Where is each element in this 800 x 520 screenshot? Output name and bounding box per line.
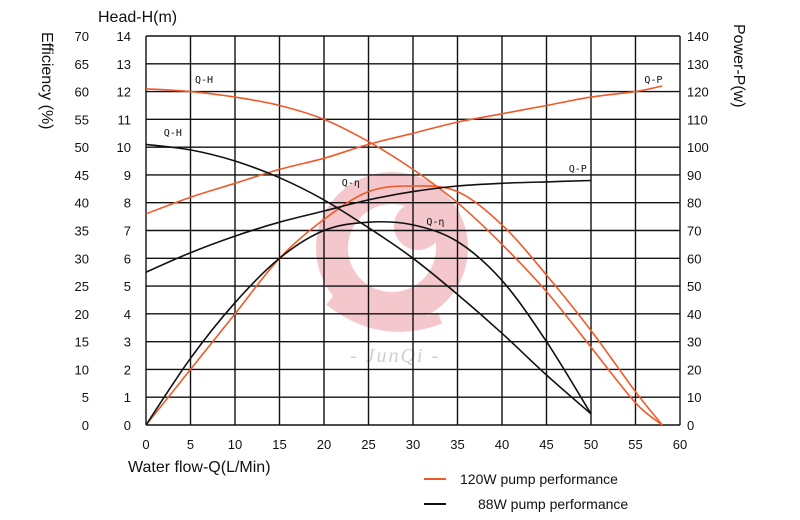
efficiency-tick-label: 20 — [75, 307, 89, 322]
efficiency-tick-label: 40 — [75, 196, 89, 211]
water-flow-axis-title: Water flow-Q(L/Min) — [128, 459, 271, 476]
chart-grid — [145, 35, 681, 426]
efficiency-axis-title: Efficiency (%) — [38, 32, 55, 130]
x-tick-label: 10 — [228, 437, 242, 452]
efficiency-tick-label: 30 — [75, 251, 89, 266]
120w-q-h-curve — [145, 88, 663, 426]
x-tick-label: 20 — [317, 437, 331, 452]
power-tick-label: 10 — [687, 390, 701, 405]
efficiency-tick-label: 0 — [82, 418, 89, 433]
head-tick-label: 0 — [124, 418, 131, 433]
curve-label: Q-P — [644, 75, 662, 86]
head-tick-label: 8 — [124, 196, 131, 211]
x-tick-label: 45 — [539, 437, 553, 452]
88w-q-h-curve — [145, 143, 592, 415]
axis-ticks: 0 5 10 15 20 25 30 35 40 45 50 55 600510152025303540… — [75, 29, 709, 452]
efficiency-tick-label: 45 — [75, 168, 89, 183]
head-tick-label: 11 — [118, 112, 132, 127]
120w-q-p-curve — [145, 85, 663, 215]
head-tick-label: 7 — [124, 224, 131, 239]
power-tick-label: 50 — [687, 279, 701, 294]
power-tick-label: 130 — [687, 57, 709, 72]
head-tick-label: 2 — [124, 362, 131, 377]
legend-label-120w: 120W pump performance — [460, 471, 618, 487]
efficiency-tick-label: 70 — [75, 29, 89, 44]
performance-curves — [145, 85, 663, 426]
x-tick-label: 35 — [450, 437, 464, 452]
power-tick-label: 20 — [687, 362, 701, 377]
x-tick-label: 40 — [495, 437, 509, 452]
x-tick-label: 30 — [406, 437, 420, 452]
power-tick-label: 110 — [687, 112, 708, 127]
x-tick-label: 50 — [584, 437, 598, 452]
head-tick-label: 4 — [124, 307, 131, 322]
88w-q-eta-curve — [145, 220, 592, 426]
power-tick-label: 0 — [687, 418, 694, 433]
watermark-tail — [326, 295, 443, 332]
head-tick-label: 5 — [124, 279, 131, 294]
head-tick-label: 3 — [124, 335, 131, 350]
junqi-watermark-logo: - JunQi - — [316, 172, 468, 367]
head-tick-label: 10 — [117, 140, 131, 155]
head-tick-label: 1 — [124, 390, 131, 405]
power-tick-label: 90 — [687, 168, 701, 183]
x-tick-label: 15 — [272, 437, 286, 452]
curve-labels: Q-H Q-H Q-P Q-P Q-η Q-η — [164, 75, 663, 228]
x-tick-label: 55 — [628, 437, 642, 452]
power-tick-label: 80 — [687, 196, 701, 211]
legend: 120W pump performance 88W pump performan… — [424, 471, 628, 512]
head-tick-label: 14 — [117, 29, 131, 44]
curve-label: Q-η — [342, 178, 360, 189]
x-tick-label: 60 — [673, 437, 687, 452]
power-tick-label: 40 — [687, 307, 701, 322]
efficiency-tick-label: 65 — [75, 57, 89, 72]
120w-q-eta-curve — [145, 185, 663, 426]
power-tick-label: 70 — [687, 224, 701, 239]
x-tick-label: 5 — [187, 437, 194, 452]
head-tick-label: 13 — [117, 57, 131, 72]
curve-label: Q-H — [164, 128, 182, 139]
88w-q-p-curve — [145, 179, 592, 273]
efficiency-tick-label: 10 — [75, 362, 89, 377]
efficiency-tick-label: 50 — [75, 140, 89, 155]
head-tick-label: 6 — [124, 251, 131, 266]
efficiency-tick-label: 35 — [75, 224, 89, 239]
efficiency-tick-label: 15 — [75, 335, 89, 350]
power-tick-label: 30 — [687, 335, 701, 350]
curve-label: Q-H — [195, 75, 213, 86]
x-tick-label: 25 — [361, 437, 375, 452]
watermark-text: - JunQi - — [350, 345, 440, 367]
head-tick-label: 9 — [124, 168, 131, 183]
efficiency-tick-label: 5 — [82, 390, 89, 405]
power-tick-label: 100 — [687, 140, 709, 155]
head-tick-label: 12 — [117, 85, 131, 100]
x-tick-label: 0 — [142, 437, 149, 452]
legend-label-88w: 88W pump performance — [478, 496, 628, 512]
efficiency-tick-label: 55 — [75, 112, 89, 127]
power-tick-label: 120 — [687, 85, 709, 100]
curve-label: Q-P — [569, 164, 587, 175]
power-tick-label: 140 — [687, 29, 709, 44]
head-axis-title: Head-H(m) — [98, 9, 177, 26]
efficiency-tick-label: 25 — [75, 279, 89, 294]
power-tick-label: 60 — [687, 251, 701, 266]
power-axis-title: Power-P(w) — [730, 24, 747, 108]
curve-label: Q-η — [426, 217, 444, 228]
efficiency-tick-label: 60 — [75, 85, 89, 100]
